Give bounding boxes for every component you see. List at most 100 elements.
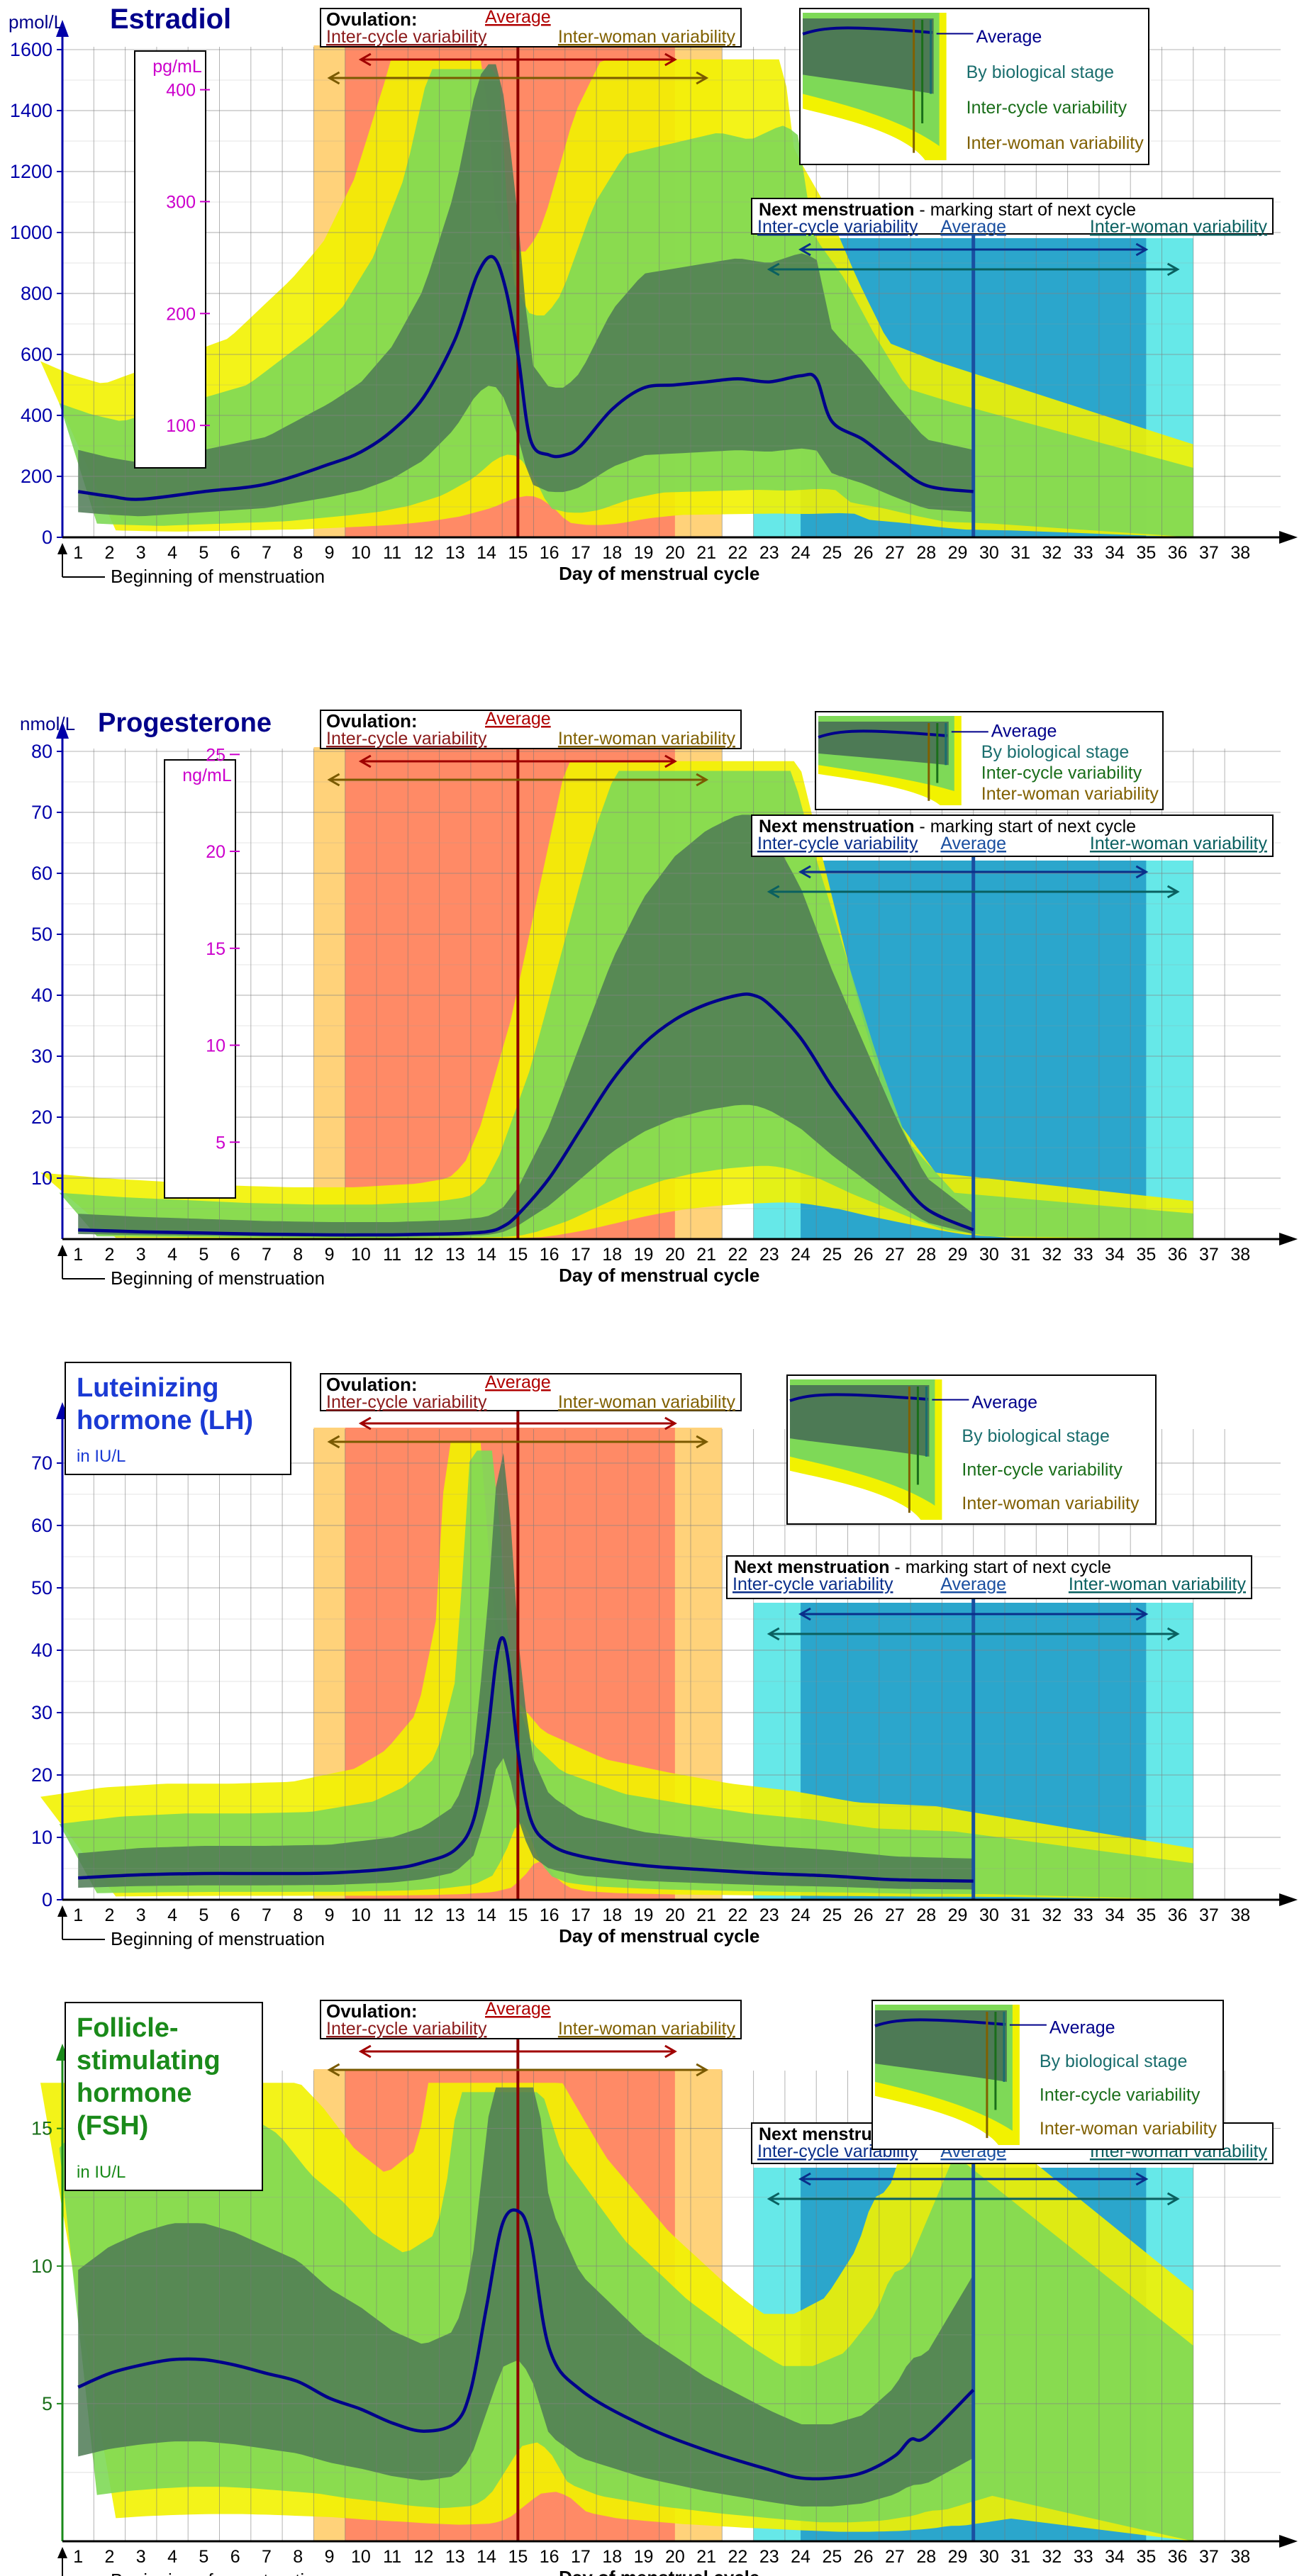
x-tick-label: 33 <box>1074 1905 1093 1925</box>
chart-title-line: hormone (LH) <box>77 1406 253 1435</box>
ovulation-average-label: Average <box>485 1372 551 1392</box>
legend-label: Average <box>976 27 1042 47</box>
legend-label: Average <box>971 1393 1037 1413</box>
menstruation-inter-cycle-label: Inter-cycle variability <box>733 1574 893 1594</box>
legend-label: Average <box>991 722 1057 741</box>
x-tick-label: 9 <box>325 543 335 563</box>
x-tick-label: 28 <box>916 543 936 563</box>
legend-label: Inter-cycle variability <box>967 98 1127 118</box>
chart-title-line: hormone <box>77 2078 192 2108</box>
x-tick-label: 6 <box>230 1905 240 1925</box>
x-tick-label: 11 <box>383 1905 401 1925</box>
secondary-axis-box <box>164 759 236 1199</box>
arrowhead <box>358 1416 372 1430</box>
y-tick-label: 60 <box>31 863 52 884</box>
x-tick-label: 24 <box>791 543 811 563</box>
x-tick-label: 36 <box>1168 1905 1188 1925</box>
x-tick-label: 30 <box>979 1905 999 1925</box>
next-menstruation-title: Next menstruation - marking start of nex… <box>759 200 1136 220</box>
x-axis-arrow <box>1279 1233 1298 1245</box>
y-tick-label: 600 <box>21 344 52 365</box>
x-tick-label: 10 <box>351 1905 371 1925</box>
x-tick-label: 24 <box>791 2547 811 2567</box>
legend-label: Inter-cycle variability <box>981 763 1142 783</box>
x-tick-label: 15 <box>508 1905 528 1925</box>
x-tick-label: 8 <box>293 1245 303 1265</box>
x-tick-label: 17 <box>571 1905 591 1925</box>
next-menstruation-title: Next menstruation - marking start of nex… <box>759 817 1136 836</box>
x-tick-label: 8 <box>293 1905 303 1925</box>
x-tick-label: 4 <box>167 543 177 563</box>
x-tick-label: 21 <box>696 543 716 563</box>
ovulation-average-label: Average <box>485 709 551 729</box>
arrowhead <box>358 52 372 67</box>
x-tick-label: 25 <box>822 543 842 563</box>
x-tick-label: 20 <box>665 543 685 563</box>
x-tick-label: 27 <box>885 543 905 563</box>
beginning-pointer-arrow <box>57 2547 67 2558</box>
arrowhead <box>696 71 709 85</box>
x-tick-label: 12 <box>414 543 434 563</box>
x-axis-title: Day of menstrual cycle <box>559 1925 759 1947</box>
x-tick-label: 38 <box>1230 543 1250 563</box>
x-tick-label: 33 <box>1074 543 1093 563</box>
x-tick-label: 33 <box>1074 1245 1093 1265</box>
beginning-pointer <box>62 2550 63 2576</box>
arrowhead <box>696 2063 709 2077</box>
legend-label: By biological stage <box>981 742 1129 762</box>
menstruation-inter-woman-label: Inter-woman variability <box>1090 834 1268 853</box>
legend-label: By biological stage <box>962 1426 1109 1446</box>
unit-label: in IU/L <box>77 1447 126 1466</box>
x-tick-label: 35 <box>1136 1905 1156 1925</box>
x-tick-label: 18 <box>602 1905 622 1925</box>
ovulation-box <box>320 1373 742 1411</box>
x-tick-label: 11 <box>383 1245 401 1265</box>
x-tick-label: 32 <box>1042 543 1062 563</box>
y-tick-label: 70 <box>31 802 52 823</box>
x-tick-label: 9 <box>325 1905 335 1925</box>
x-tick-label: 17 <box>571 1245 591 1265</box>
x-tick-label: 34 <box>1105 2547 1125 2567</box>
next-menstruation-box <box>751 814 1274 857</box>
x-tick-label: 14 <box>477 543 496 563</box>
y-tick-label: 80 <box>31 741 52 762</box>
arrowhead <box>327 71 340 85</box>
y-tick-label: 1000 <box>10 222 52 243</box>
x-tick-label: 19 <box>634 1905 654 1925</box>
arrowhead <box>1166 262 1180 276</box>
x-tick-label: 15 <box>508 2547 528 2567</box>
x-tick-label: 19 <box>634 1245 654 1265</box>
x-tick-label: 29 <box>948 543 968 563</box>
x-tick-label: 6 <box>230 543 240 563</box>
beginning-label: Beginning of menstruation <box>111 1928 325 1949</box>
x-tick-label: 8 <box>293 2547 303 2567</box>
x-tick-label: 37 <box>1199 2547 1219 2567</box>
ovulation-average-label: Average <box>485 1999 551 2019</box>
x-tick-label: 24 <box>791 1905 811 1925</box>
x-tick-label: 26 <box>854 1245 874 1265</box>
secondary-tick-label: 100 <box>166 416 196 436</box>
arrowhead <box>798 242 811 257</box>
arrowhead <box>798 1607 811 1621</box>
biological-stage-envelope <box>78 2087 974 2507</box>
ovulation-box <box>320 8 742 47</box>
ovulation-box <box>320 710 742 749</box>
x-tick-label: 28 <box>916 1245 936 1265</box>
x-tick-label: 35 <box>1136 2547 1156 2567</box>
x-axis-title: Day of menstrual cycle <box>559 2567 759 2576</box>
beginning-pointer-arrow <box>57 543 67 554</box>
x-tick-label: 19 <box>634 543 654 563</box>
ovulation-title: Ovulation: <box>326 9 418 30</box>
x-tick-label: 20 <box>665 2547 685 2567</box>
x-tick-label: 12 <box>414 1245 434 1265</box>
menstruation-average-label: Average <box>940 1574 1006 1594</box>
y-tick-label: 5 <box>42 2393 52 2414</box>
x-tick-label: 29 <box>948 1245 968 1265</box>
x-axis-arrow <box>1279 1893 1298 1906</box>
menstruation-inter-woman-label: Inter-woman variability <box>1090 217 1268 237</box>
x-tick-label: 38 <box>1230 2547 1250 2567</box>
x-tick-label: 12 <box>414 1905 434 1925</box>
arrowhead <box>1135 1607 1149 1621</box>
x-tick-label: 18 <box>602 543 622 563</box>
arrowhead <box>358 2044 372 2059</box>
